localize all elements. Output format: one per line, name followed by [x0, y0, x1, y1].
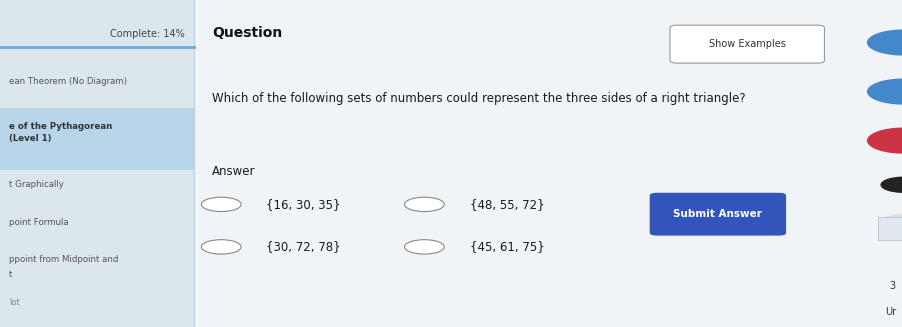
FancyBboxPatch shape: [194, 0, 902, 327]
FancyBboxPatch shape: [877, 217, 902, 240]
Circle shape: [866, 128, 902, 154]
Text: {16, 30, 35}: {16, 30, 35}: [266, 198, 341, 211]
Circle shape: [879, 214, 902, 231]
Text: Answer: Answer: [212, 165, 255, 178]
Text: 3: 3: [888, 281, 895, 291]
Text: Submit Answer: Submit Answer: [673, 209, 761, 219]
Text: Show Examples: Show Examples: [708, 39, 785, 49]
Text: Question: Question: [212, 26, 282, 40]
Circle shape: [866, 29, 902, 56]
Text: {30, 72, 78}: {30, 72, 78}: [266, 240, 341, 253]
Circle shape: [404, 240, 444, 254]
Text: Complete: 14%: Complete: 14%: [110, 29, 185, 40]
Text: ean Theorem (No Diagram): ean Theorem (No Diagram): [9, 77, 127, 86]
Text: point Formula: point Formula: [9, 218, 69, 227]
Circle shape: [201, 240, 241, 254]
Text: lot: lot: [9, 298, 20, 307]
Text: t: t: [9, 270, 13, 279]
Text: Ur: Ur: [884, 307, 895, 317]
Text: Which of the following sets of numbers could represent the three sides of a righ: Which of the following sets of numbers c…: [212, 92, 745, 105]
Circle shape: [201, 197, 241, 212]
FancyBboxPatch shape: [669, 25, 824, 63]
Text: {45, 61, 75}: {45, 61, 75}: [469, 240, 544, 253]
FancyBboxPatch shape: [649, 193, 785, 235]
Text: e of the Pythagorean
(Level 1): e of the Pythagorean (Level 1): [9, 122, 112, 143]
Text: t Graphically: t Graphically: [9, 180, 64, 189]
Circle shape: [879, 177, 902, 193]
Text: {48, 55, 72}: {48, 55, 72}: [469, 198, 544, 211]
Circle shape: [866, 78, 902, 105]
Text: ppoint from Midpoint and: ppoint from Midpoint and: [9, 255, 118, 265]
FancyBboxPatch shape: [0, 0, 194, 327]
FancyBboxPatch shape: [0, 108, 194, 170]
Circle shape: [404, 197, 444, 212]
